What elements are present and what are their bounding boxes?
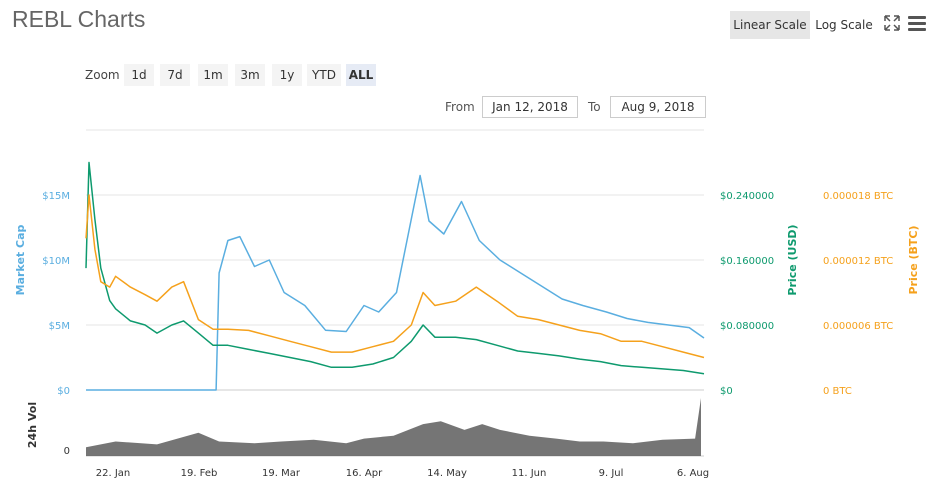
price-usd-tick-label: $0.160000 <box>720 256 774 267</box>
zoom-ytd-button[interactable]: YTD <box>307 64 341 86</box>
zoom-1d-button[interactable]: 1d <box>124 64 154 86</box>
zoom-3m-button[interactable]: 3m <box>235 64 265 86</box>
series-line-price-usd <box>85 161 705 375</box>
linear-scale-button[interactable]: Linear Scale <box>730 11 810 39</box>
to-date-input[interactable]: Aug 9, 2018 <box>610 96 706 118</box>
market-cap-tick-label: $15M <box>42 191 70 202</box>
x-tick-label: 19. Feb <box>181 468 218 479</box>
market-cap-tick-label: $0 <box>57 386 70 397</box>
page-title: REBL Charts <box>12 6 146 32</box>
volume-area <box>86 398 701 456</box>
zoom-7d-button[interactable]: 7d <box>160 64 190 86</box>
fullscreen-icon[interactable] <box>884 15 900 31</box>
zoom-1y-button[interactable]: 1y <box>272 64 302 86</box>
price-btc-tick-label: 0 BTC <box>823 386 852 397</box>
series-line-price-btc <box>85 194 705 359</box>
series-line-market-cap <box>86 174 705 391</box>
price-btc-axis-title: Price (BTC) <box>907 225 920 294</box>
x-tick-label: 14. May <box>427 468 467 479</box>
from-label: From <box>445 100 475 114</box>
to-label: To <box>588 100 601 114</box>
market-cap-tick-label: $5M <box>49 321 70 332</box>
price-usd-tick-label: $0.240000 <box>720 191 774 202</box>
volume-tick-label: 0 <box>64 446 70 457</box>
price-btc-tick-label: 0.000018 BTC <box>823 191 893 202</box>
x-tick-label: 19. Mar <box>262 468 301 479</box>
zoom-label: Zoom <box>85 68 120 82</box>
price-usd-tick-label: $0.080000 <box>720 321 774 332</box>
x-tick-label: 22. Jan <box>96 468 131 479</box>
log-scale-button[interactable]: Log Scale <box>815 18 873 32</box>
zoom-all-button[interactable]: ALL <box>346 64 376 86</box>
price-btc-tick-label: 0.000006 BTC <box>823 321 893 332</box>
price-btc-tick-label: 0.000012 BTC <box>823 256 893 267</box>
volume-axis-title: 24h Vol <box>26 402 39 448</box>
price-usd-axis-title: Price (USD) <box>786 224 799 295</box>
x-tick-label: 9. Jul <box>599 468 624 479</box>
x-tick-label: 16. Apr <box>346 468 383 479</box>
menu-icon[interactable] <box>908 15 926 31</box>
price-usd-tick-label: $0 <box>720 386 733 397</box>
zoom-1m-button[interactable]: 1m <box>198 64 228 86</box>
market-cap-tick-label: $10M <box>42 256 70 267</box>
x-tick-label: 6. Aug <box>677 468 709 479</box>
from-date-input[interactable]: Jan 12, 2018 <box>482 96 578 118</box>
x-tick-label: 11. Jun <box>512 468 547 479</box>
market-cap-axis-title: Market Cap <box>14 225 27 296</box>
